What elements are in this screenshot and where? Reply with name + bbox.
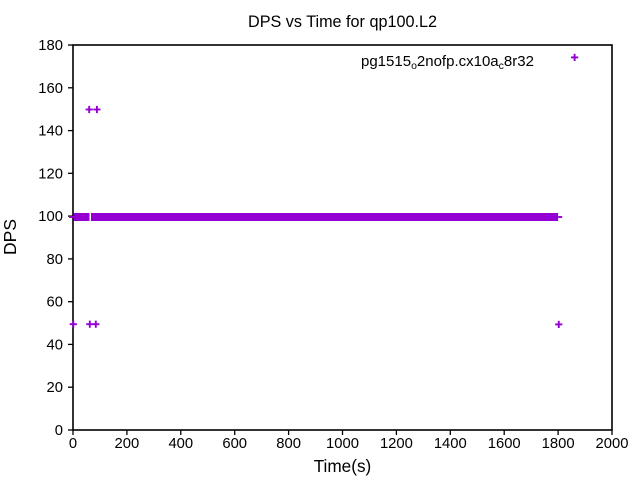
svg-text:400: 400 (168, 436, 193, 452)
svg-text:1800: 1800 (542, 436, 575, 452)
svg-text:0: 0 (55, 423, 63, 439)
svg-text:40: 40 (47, 337, 63, 353)
svg-text:DPS vs Time for qp100.L2: DPS vs Time for qp100.L2 (248, 13, 437, 31)
svg-text:pg1515o2nofp.cx10ac8r32: pg1515o2nofp.cx10ac8r32 (361, 53, 534, 72)
svg-text:1400: 1400 (434, 436, 467, 452)
svg-text:160: 160 (38, 81, 63, 97)
svg-text:100: 100 (38, 209, 63, 225)
svg-text:200: 200 (115, 436, 140, 452)
svg-text:60: 60 (47, 295, 63, 311)
svg-text:1600: 1600 (488, 436, 521, 452)
svg-text:80: 80 (47, 252, 63, 268)
svg-text:600: 600 (222, 436, 247, 452)
svg-text:DPS: DPS (0, 219, 20, 255)
svg-text:Time(s): Time(s) (314, 456, 372, 476)
svg-text:120: 120 (38, 166, 63, 182)
svg-text:0: 0 (69, 436, 77, 452)
svg-text:1200: 1200 (380, 436, 413, 452)
svg-text:800: 800 (276, 436, 301, 452)
svg-text:140: 140 (38, 124, 63, 140)
svg-text:180: 180 (38, 38, 63, 54)
svg-text:2000: 2000 (596, 436, 629, 452)
svg-text:1000: 1000 (326, 436, 359, 452)
svg-text:20: 20 (47, 380, 63, 396)
